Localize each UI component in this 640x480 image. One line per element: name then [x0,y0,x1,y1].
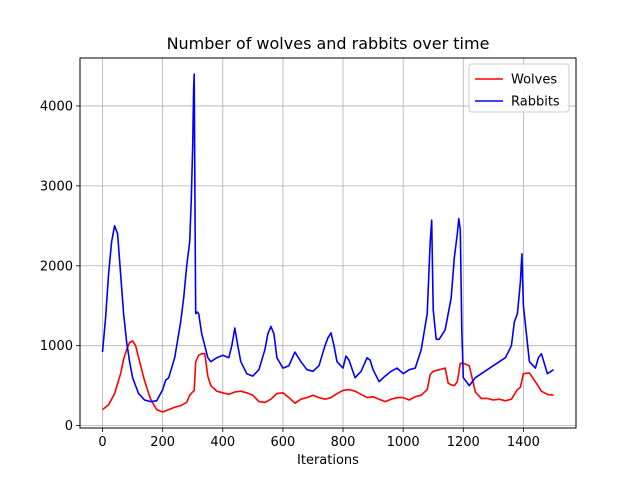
x-tick-label: 800 [331,435,356,450]
plot-lines [101,73,554,413]
y-tick-label: 1000 [40,339,73,354]
series-line-wolves [102,340,554,413]
legend-box [468,63,570,113]
axis-ticks: 0 200 400 600 800 1000 1200 1400 0 1000 2000 3000 40… [40,99,540,450]
x-tick-label: 600 [270,435,295,450]
series-line-rabbits [101,73,554,403]
x-tick-label: 200 [150,435,175,450]
grid [80,58,576,428]
y-tick-label: 0 [65,419,73,434]
x-tick-label: 1000 [387,435,420,450]
y-tick-label: 2000 [40,259,73,274]
x-tick-label: 1200 [447,435,480,450]
legend-label-rabbits: Rabbits [511,95,560,110]
y-tick-label: 4000 [40,99,73,114]
legend-label-wolves: Wolves [511,73,557,88]
axes-frame [79,57,577,429]
x-tick-label: 0 [98,435,106,450]
chart-title: Number of wolves and rabbits over time [167,34,490,53]
x-tick-label: 400 [210,435,235,450]
y-tick-label: 3000 [40,179,73,194]
legend: Wolves Rabbits [468,63,570,113]
x-axis-label: Iterations [297,453,359,468]
x-tick-label: 1400 [507,435,540,450]
